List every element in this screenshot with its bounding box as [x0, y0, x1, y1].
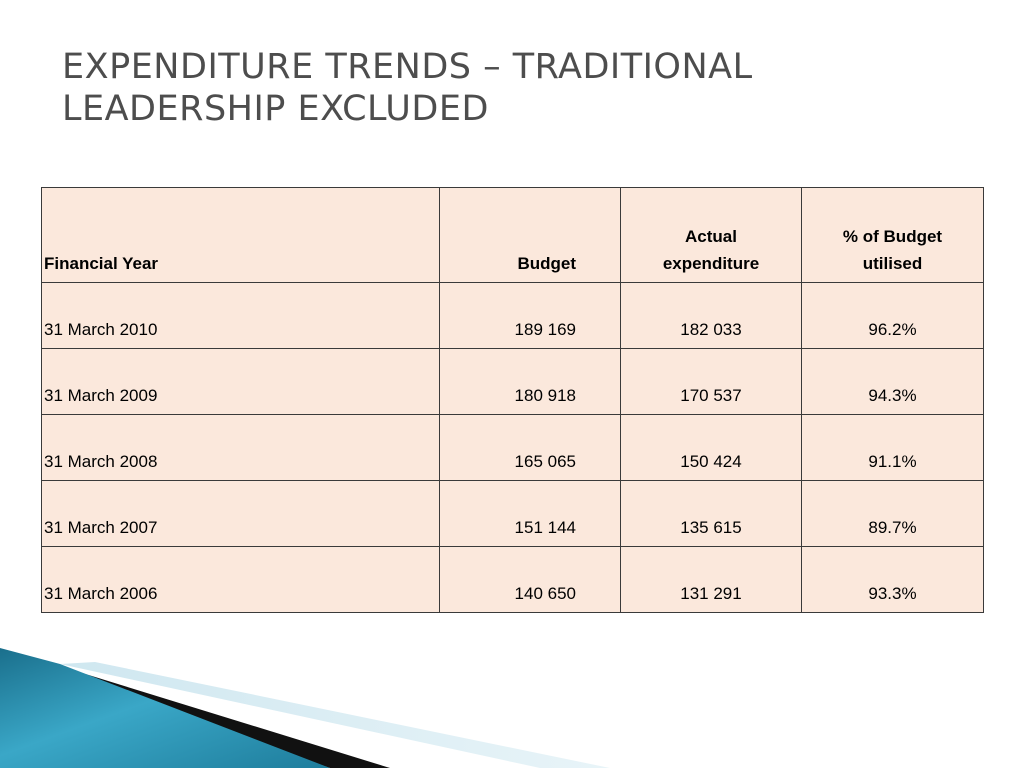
cell-budget-utilised: 94.3% [801, 348, 984, 415]
blue-swoosh [0, 648, 330, 768]
cell-financial-year: 31 March 2010 [41, 282, 440, 349]
table-row: 31 March 2006 140 650 131 291 93.3% [41, 546, 984, 613]
cell-actual-expenditure: 135 615 [620, 480, 802, 547]
cell-budget: 180 918 [439, 348, 621, 415]
slide-title-line-2: LEADERSHIP EXCLUDED [62, 89, 489, 129]
table-row: 31 March 2009 180 918 170 537 94.3% [41, 348, 984, 415]
cell-budget: 151 144 [439, 480, 621, 547]
slide-title-line-1: EXPENDITURE TRENDS – TRADITIONAL [62, 47, 753, 87]
table-row: 31 March 2010 189 169 182 033 96.2% [41, 282, 984, 349]
expenditure-table: Financial Year Budget Actual expenditure… [41, 187, 984, 613]
cell-budget-utilised: 96.2% [801, 282, 984, 349]
corner-swoosh-decoration [0, 648, 610, 768]
cell-budget-utilised: 91.1% [801, 414, 984, 481]
table-header-row: Financial Year Budget Actual expenditure… [41, 187, 984, 283]
cell-budget-utilised: 89.7% [801, 480, 984, 547]
cell-financial-year: 31 March 2008 [41, 414, 440, 481]
slide-title: EXPENDITURE TRENDS – TRADITIONAL LEADERS… [62, 46, 962, 130]
pale-blue-swoosh [60, 662, 610, 768]
table-row: 31 March 2007 151 144 135 615 89.7% [41, 480, 984, 547]
cell-actual-expenditure: 150 424 [620, 414, 802, 481]
header-budget-utilised-label: % of Budget utilised [842, 227, 943, 273]
header-actual-expenditure-label: Actual expenditure [662, 227, 760, 273]
header-financial-year: Financial Year [41, 187, 440, 283]
header-budget: Budget [439, 187, 621, 283]
header-budget-utilised: % of Budget utilised [801, 187, 984, 283]
cell-financial-year: 31 March 2009 [41, 348, 440, 415]
table-row: 31 March 2008 165 065 150 424 91.1% [41, 414, 984, 481]
cell-budget: 189 169 [439, 282, 621, 349]
cell-actual-expenditure: 182 033 [620, 282, 802, 349]
cell-financial-year: 31 March 2007 [41, 480, 440, 547]
cell-budget: 140 650 [439, 546, 621, 613]
cell-budget-utilised: 93.3% [801, 546, 984, 613]
header-actual-expenditure: Actual expenditure [620, 187, 802, 283]
cell-budget: 165 065 [439, 414, 621, 481]
cell-actual-expenditure: 170 537 [620, 348, 802, 415]
cell-financial-year: 31 March 2006 [41, 546, 440, 613]
